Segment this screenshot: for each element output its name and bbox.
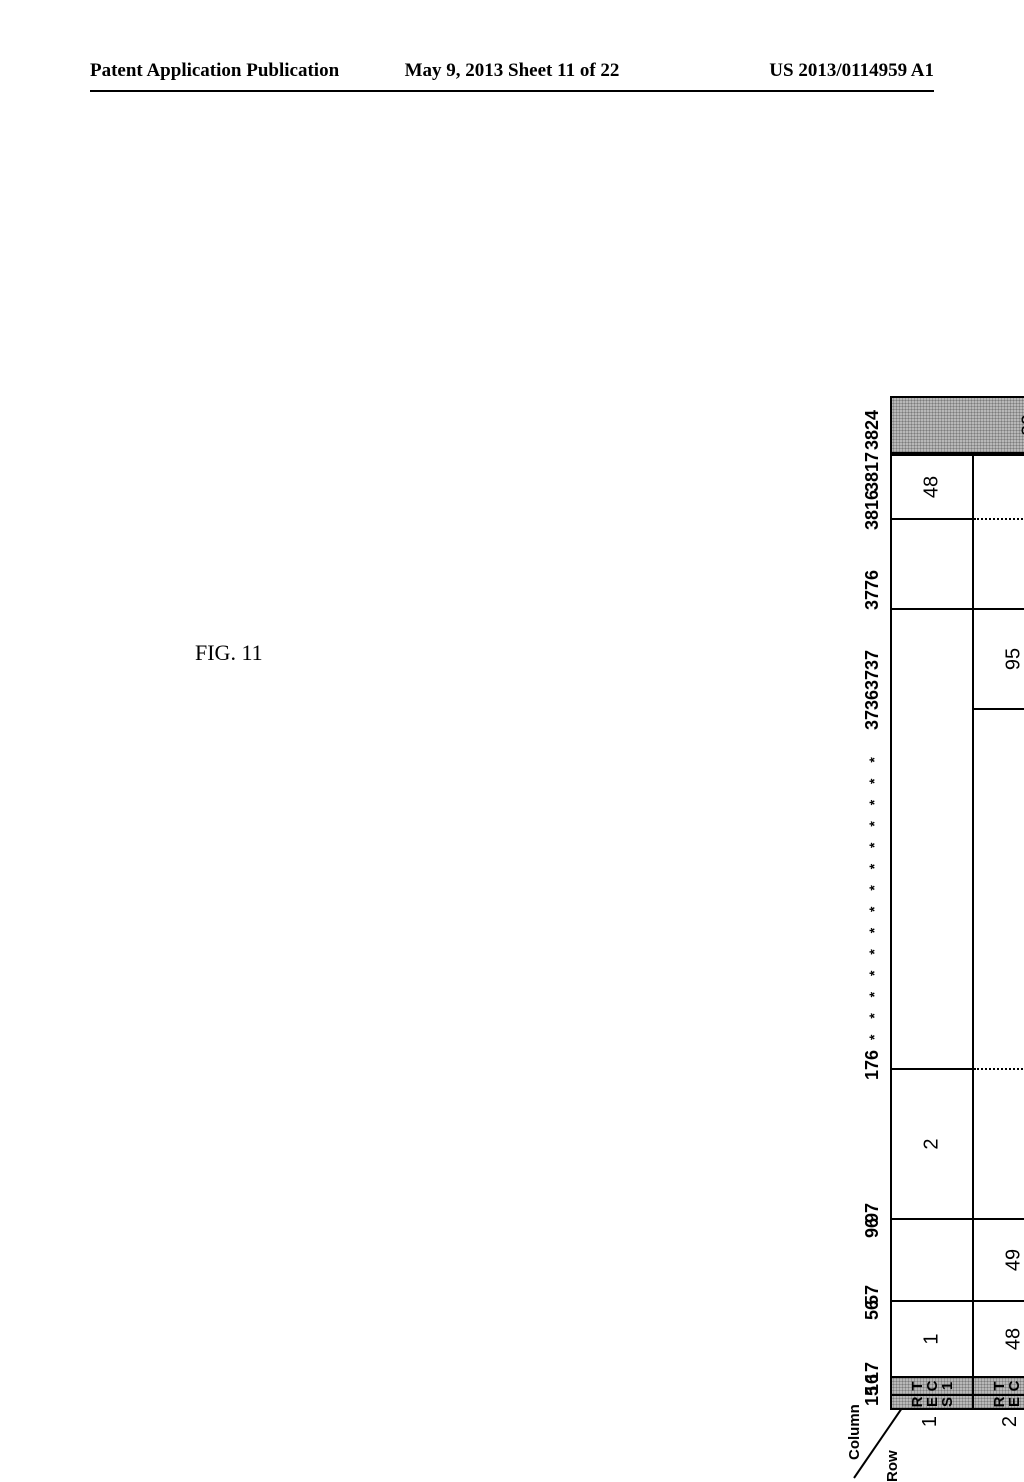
seg-c [974,1068,1024,1218]
data-grid: RESTC11248RESTC2484995RESTC39697143PSIRE… [890,396,1024,1410]
cell-value: 49 [1003,1249,1024,1271]
fs-line: 32 [1019,414,1024,435]
cell-value: 48 [1003,1328,1024,1350]
axis-diagonal-icon [850,1400,910,1480]
diagram-rotated-wrap: Column Row 15161756579697176373637373776… [840,390,1024,1410]
seg-b: 49 [974,1218,1024,1300]
seg-d [892,518,972,608]
column-tick: 57 [862,1285,883,1305]
frame-layout-diagram: Column Row 15161756579697176373637373776… [840,390,1024,1410]
figure-label: FIG. 11 [195,640,263,666]
seg-a: 48 [974,1300,1024,1376]
header-left: Patent Application Publication [90,60,339,82]
header-center: May 9, 2013 Sheet 11 of 22 [405,60,620,82]
table-row: RESTC2 48 49 95 [974,398,1024,1408]
axis-corner: Column Row [850,1400,910,1480]
tc-cell: TC2 [974,1376,1024,1394]
header-right: US 2013/0114959 A1 [769,60,934,82]
header-rule [90,90,934,92]
column-tick: 97 [862,1203,883,1223]
column-tick: 176 [862,1050,883,1080]
column-tick: 3736 [862,690,883,730]
tc-cell: TC1 [892,1376,972,1394]
column-tick: 17 [862,1362,883,1382]
cell-value: 48 [921,476,944,498]
ellipsis-dots: * * * * * * * * * * * * * * [866,751,882,1040]
cell-value: 2 [921,1138,944,1149]
seg-f [974,454,1024,518]
column-tick: 3737 [862,650,883,690]
row-number: 1 [890,1416,970,1436]
cell-value: 95 [1003,648,1024,670]
seg-gap [892,608,972,1068]
column-tick: 3816 [862,490,883,530]
column-tick: 3776 [862,570,883,610]
row-headers: 1234 [890,1416,1024,1436]
seg-e: 48 [892,454,972,518]
table-row: RESTC1 1 2 48 [892,398,974,1408]
column-tick: 3824 [862,410,883,450]
seg-gap-l [974,708,1024,1068]
seg-c: 2 [892,1068,972,1218]
page-header: Patent Application Publication May 9, 20… [0,60,1024,82]
cell-value: 1 [921,1333,944,1344]
seg-d: 95 [974,608,1024,708]
seg-a: 1 [892,1300,972,1376]
row-number: 2 [970,1416,1024,1436]
res-cell: RES [974,1394,1024,1408]
column-tick: 3817 [862,452,883,492]
fs-merged-block: 32FSbytes [892,398,1024,454]
res-cell: RES [892,1394,972,1408]
seg-b [892,1218,972,1300]
seg-e [974,518,1024,608]
